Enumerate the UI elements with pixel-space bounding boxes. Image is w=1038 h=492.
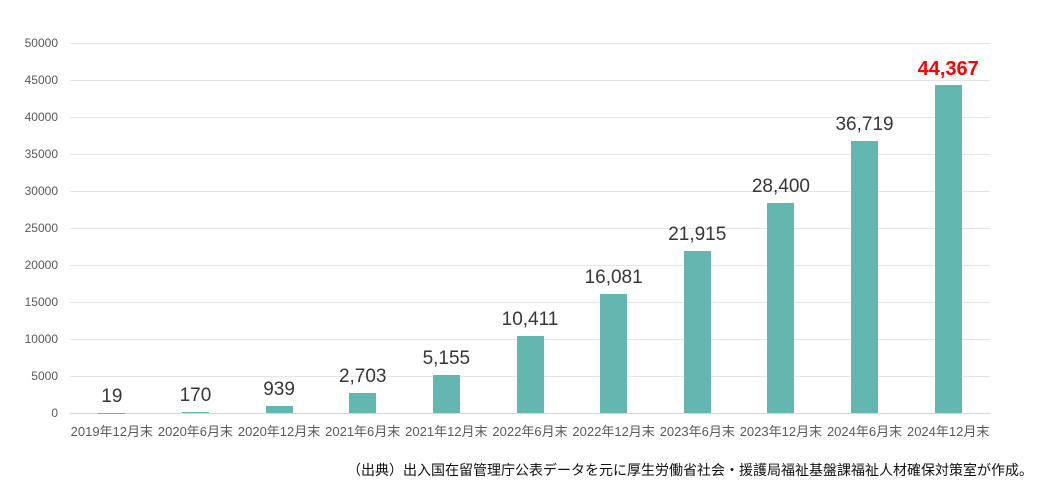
bar-value-label: 10,411 — [501, 308, 559, 330]
gridline — [70, 265, 990, 266]
bar-value-label: 939 — [263, 379, 295, 401]
y-tick-label: 20000 — [24, 258, 58, 272]
gridline — [70, 191, 990, 192]
bar-value-label: 28,400 — [751, 175, 810, 197]
bar — [516, 335, 544, 413]
y-tick-label: 25000 — [24, 221, 58, 235]
y-tick-label: 10000 — [24, 332, 58, 346]
x-tick-label: 2024年6月末 — [826, 424, 903, 439]
bar-value-label: 44,367 — [917, 57, 979, 80]
y-axis: 0 5000 10000 15000 20000 25000 30000 35000 40000… — [0, 36, 58, 420]
gridline — [70, 228, 990, 229]
bar — [98, 412, 126, 413]
y-tick-label: 50000 — [24, 36, 58, 50]
bar — [934, 84, 962, 413]
x-tick-label: 2022年12月末 — [572, 424, 655, 439]
bar-value-label: 170 — [179, 384, 212, 406]
gridline — [70, 43, 990, 44]
gridline — [70, 117, 990, 118]
y-tick-label: 30000 — [24, 184, 58, 198]
x-tick-label: 2024年12月末 — [906, 424, 990, 439]
bar-value-label: 36,719 — [835, 114, 894, 136]
bar-value-label: 16,081 — [584, 267, 643, 289]
bar — [265, 406, 293, 413]
bar-value-label: 19 — [101, 385, 123, 407]
bar — [181, 411, 209, 413]
x-tick-label: 2021年6月末 — [325, 424, 401, 439]
x-tick-label: 2023年12月末 — [739, 424, 823, 439]
gridline — [70, 413, 990, 414]
bar — [600, 294, 628, 413]
bar — [767, 202, 795, 413]
y-tick-label: 45000 — [24, 73, 58, 87]
bar — [851, 141, 879, 413]
bar-value-label: 21,915 — [668, 223, 727, 245]
bar — [432, 374, 460, 413]
bar — [349, 393, 377, 413]
y-tick-label: 35000 — [24, 147, 58, 161]
gridline — [70, 80, 990, 81]
bar-value-label: 5,155 — [422, 347, 471, 369]
y-tick-label: 40000 — [24, 110, 58, 124]
x-tick-label: 2022年6月末 — [492, 424, 568, 439]
bar-value-label: 2,703 — [338, 366, 387, 387]
x-tick-label: 2023年6月末 — [659, 424, 735, 439]
gridline — [70, 302, 990, 303]
plot-area: 19 170 939 2,703 5,155 10,411 16,081 21,915 28,4… — [70, 43, 990, 414]
y-tick-label: 15000 — [24, 295, 58, 309]
y-tick-label: 0 — [51, 406, 58, 420]
gridline — [70, 154, 990, 155]
x-tick-label: 2021年12月末 — [405, 424, 488, 439]
source-caption: （出典）出入国在留管理庁公表データを元に厚生労働省社会・援護局福祉基盤課福祉人材… — [347, 462, 1033, 478]
bar — [683, 250, 711, 413]
x-tick-label: 2020年6月末 — [157, 424, 234, 439]
x-tick-label: 2019年12月末 — [70, 424, 154, 439]
y-tick-label: 5000 — [31, 369, 58, 383]
x-axis: 2019年12月末 2020年6月末 2020年12月末 2021年6月末 2021年1… — [70, 421, 990, 439]
x-tick-label: 2020年12月末 — [237, 424, 321, 439]
